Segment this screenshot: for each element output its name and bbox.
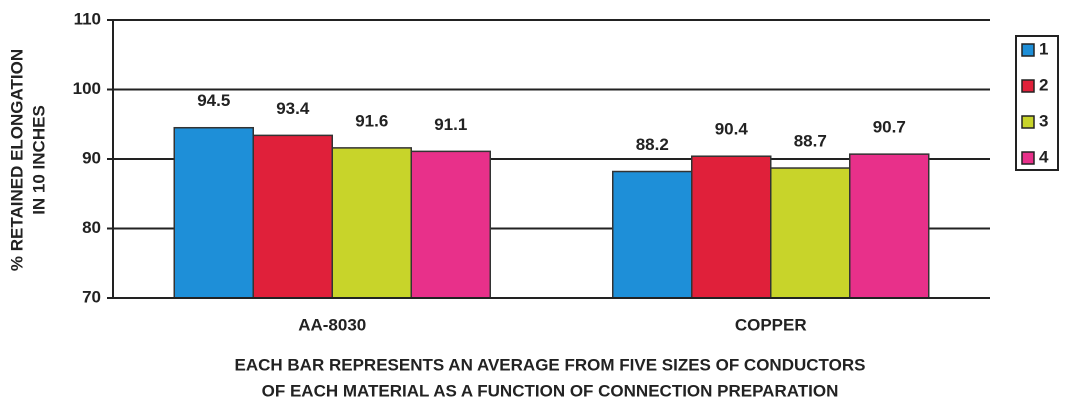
bar	[410, 150, 491, 299]
bar	[849, 153, 930, 299]
y-tick-label: 80	[82, 218, 101, 237]
x-tick-label: COPPER	[735, 315, 807, 334]
legend-swatch	[1021, 115, 1035, 129]
data-label: 93.4	[276, 99, 310, 118]
y-tick-label: 110	[74, 9, 101, 28]
y-tick-label: 90	[82, 148, 101, 167]
data-label: 90.4	[715, 120, 749, 139]
data-label: 91.6	[355, 111, 388, 130]
bar	[173, 126, 254, 299]
legend-swatch	[1021, 43, 1035, 57]
data-label: 91.1	[434, 115, 467, 134]
legend-swatch	[1021, 151, 1035, 165]
x-axis-label: OF EACH MATERIAL AS A FUNCTION OF CONNEC…	[262, 381, 839, 400]
legend-label: 1	[1039, 39, 1048, 58]
legend-box	[1015, 35, 1059, 171]
x-tick-label: AA-8030	[298, 315, 366, 334]
y-axis-label: IN 10 INCHES	[29, 105, 48, 215]
data-label: 88.2	[636, 135, 669, 154]
legend-swatch	[1021, 79, 1035, 93]
data-label: 90.7	[873, 118, 906, 137]
legend-label: 2	[1039, 75, 1048, 94]
data-label: 94.5	[197, 91, 230, 110]
y-tick-label: 70	[82, 287, 101, 306]
bar	[770, 167, 851, 299]
x-axis-label: EACH BAR REPRESENTS AN AVERAGE FROM FIVE…	[235, 355, 866, 374]
legend-label: 4	[1039, 147, 1049, 166]
bar	[252, 134, 333, 299]
y-axis-label: % RETAINED ELONGATION	[7, 49, 26, 271]
bar	[691, 155, 772, 299]
bar	[612, 170, 693, 299]
legend-label: 3	[1039, 111, 1048, 130]
data-label: 88.7	[794, 132, 827, 151]
y-tick-label: 100	[73, 79, 101, 98]
bar	[331, 147, 412, 299]
